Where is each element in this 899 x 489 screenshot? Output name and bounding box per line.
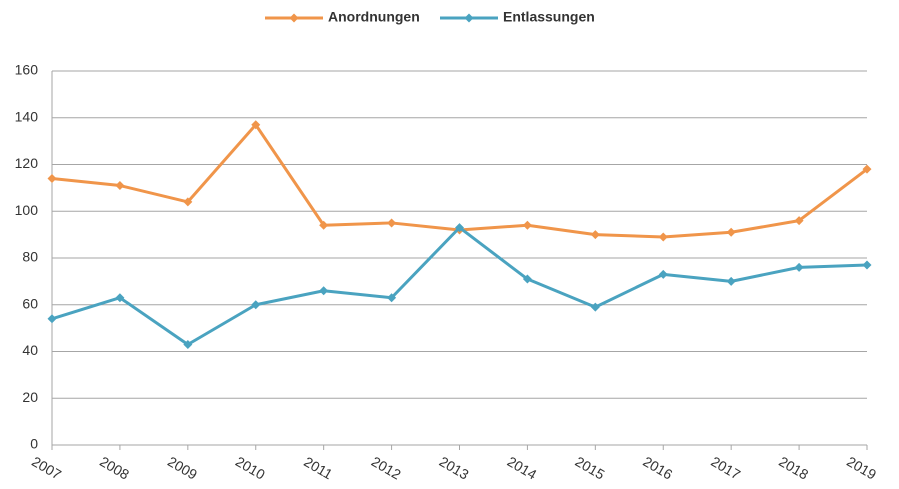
marker <box>387 218 397 228</box>
marker <box>115 181 125 191</box>
marker <box>251 120 261 130</box>
x-tick-label: 2012 <box>369 453 404 483</box>
y-tick-label: 60 <box>22 295 38 311</box>
marker <box>455 223 464 233</box>
line <box>51 123 868 239</box>
x-tick-label: 2008 <box>97 453 132 483</box>
y-tick-label: 140 <box>15 108 39 124</box>
marker <box>47 314 57 324</box>
x-tick-label: 2015 <box>572 453 607 483</box>
marker <box>862 164 872 174</box>
x-tick-label: 2010 <box>233 453 268 483</box>
legend-label: Anordnungen <box>328 9 420 25</box>
marker <box>47 174 57 184</box>
marker <box>115 293 125 303</box>
legend-marker <box>289 13 299 23</box>
marker <box>862 260 872 270</box>
x-tick-label: 2009 <box>165 453 200 483</box>
marker <box>590 302 600 312</box>
marker <box>522 220 532 230</box>
marker <box>522 274 532 284</box>
marker <box>183 339 193 349</box>
legend-label: Entlassungen <box>503 9 595 25</box>
x-tick-label: 2013 <box>437 453 472 483</box>
x-tick-label: 2016 <box>640 453 675 483</box>
y-tick-label: 120 <box>15 155 39 171</box>
marker <box>183 197 193 207</box>
y-tick-label: 20 <box>22 389 38 405</box>
marker <box>794 262 804 272</box>
marker <box>387 293 397 303</box>
x-tick-label: 2011 <box>301 453 335 482</box>
marker <box>726 276 736 286</box>
x-tick-label: 2007 <box>29 453 64 483</box>
y-tick-label: 0 <box>30 436 38 452</box>
legend-marker <box>464 13 474 23</box>
marker <box>251 300 261 310</box>
marker <box>658 232 668 242</box>
x-tick-label: 2017 <box>708 453 743 483</box>
x-tick-label: 2014 <box>505 453 540 483</box>
marker <box>319 286 329 296</box>
marker <box>590 230 600 240</box>
line <box>51 226 868 346</box>
marker <box>319 220 329 230</box>
y-tick-label: 100 <box>15 202 39 218</box>
y-tick-label: 160 <box>15 62 39 78</box>
x-tick-label: 2019 <box>844 453 879 483</box>
x-tick-label: 2018 <box>776 453 811 483</box>
marker <box>726 227 736 237</box>
y-tick-label: 40 <box>22 342 38 358</box>
y-tick-label: 80 <box>22 249 38 265</box>
marker <box>794 216 804 226</box>
marker <box>658 269 668 279</box>
